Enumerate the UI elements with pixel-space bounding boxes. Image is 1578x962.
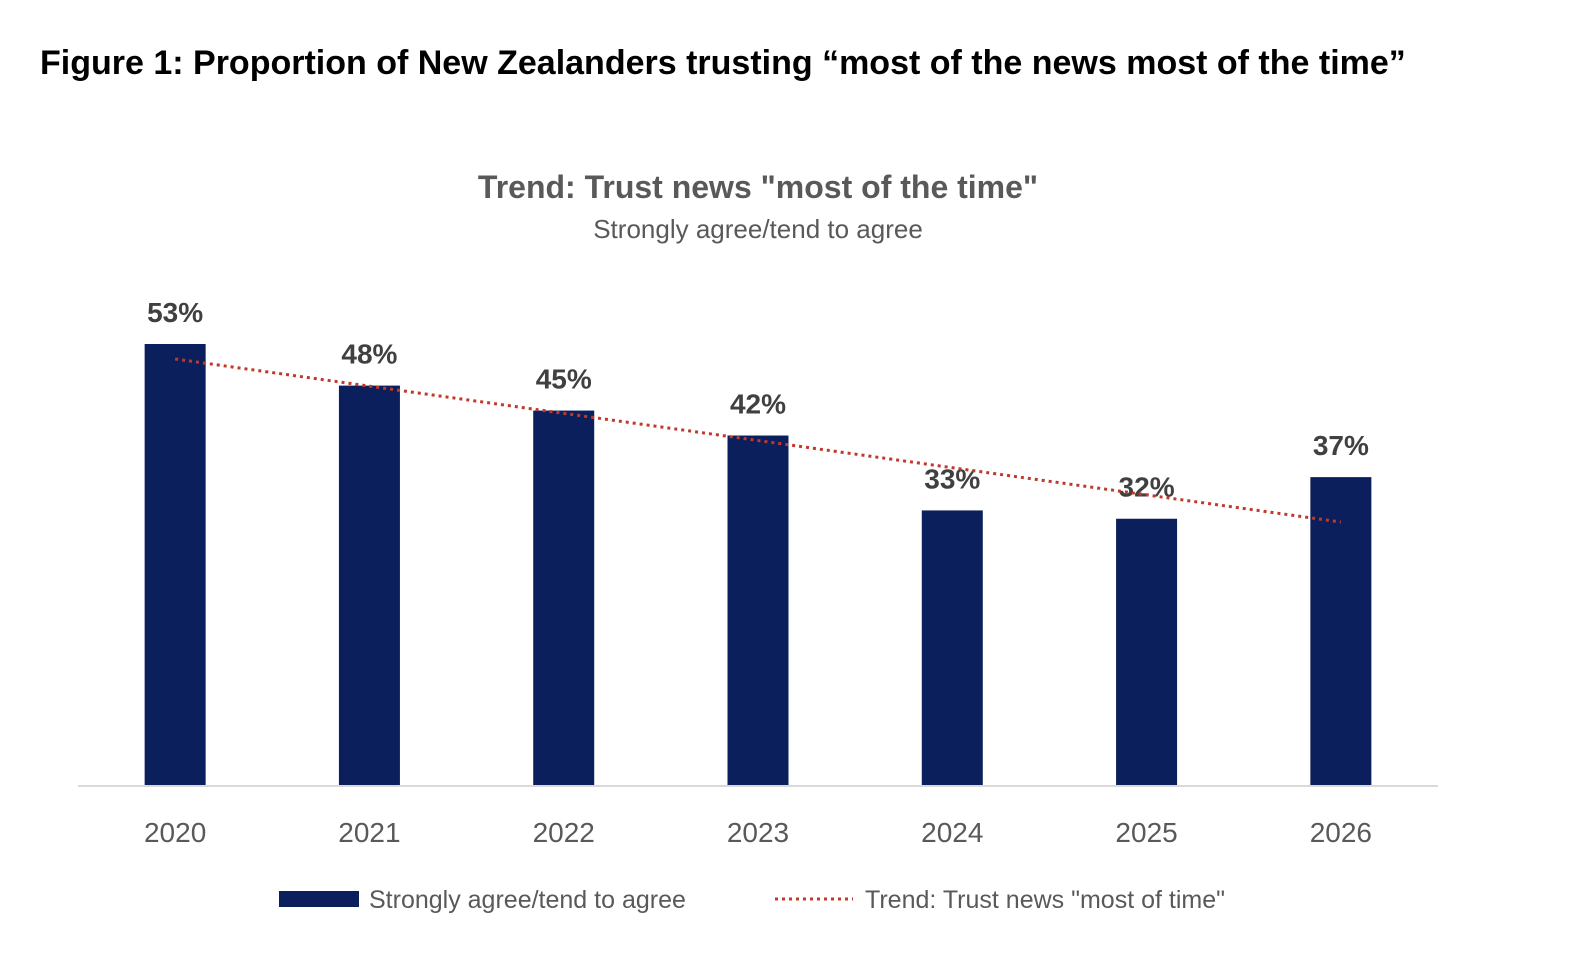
data-label-2023: 42%	[730, 389, 786, 420]
x-tick-2024: 2024	[921, 817, 983, 848]
bar-2021	[338, 385, 400, 785]
data-label-2021: 48%	[341, 339, 397, 370]
bar-2020	[144, 344, 206, 785]
bar-2026	[1310, 477, 1372, 785]
x-tick-2020: 2020	[144, 817, 206, 848]
bar-2022	[533, 410, 595, 785]
legend: Strongly agree/tend to agree Trend: Trus…	[279, 886, 1225, 914]
x-tick-2025: 2025	[1115, 817, 1177, 848]
legend-swatch-bar	[279, 891, 359, 907]
data-label-2025: 32%	[1119, 472, 1175, 503]
legend-label-bar: Strongly agree/tend to agree	[369, 886, 686, 914]
bar-2024	[921, 510, 983, 785]
bar-2025	[1116, 518, 1178, 785]
chart-subtitle: Strongly agree/tend to agree	[593, 214, 923, 244]
chart-title: Trend: Trust news "most of the time"	[478, 169, 1038, 205]
data-label-2026: 37%	[1313, 430, 1369, 461]
legend-label-trend: Trend: Trust news "most of time"	[865, 886, 1225, 914]
bars-group: 53%48%45%42%33% 32%37%	[144, 297, 1372, 785]
data-label-2020: 53%	[147, 297, 203, 328]
x-tick-2026: 2026	[1310, 817, 1372, 848]
trendline-group	[174, 357, 1342, 524]
x-tick-labels: 2020 2021 2022 2023 2024 2025 2026	[144, 817, 1372, 848]
trendline	[174, 357, 1342, 524]
figure-title: Figure 1: Proportion of New Zealanders t…	[40, 44, 1406, 82]
x-tick-2022: 2022	[533, 817, 595, 848]
bar-2023	[727, 435, 789, 785]
x-tick-2023: 2023	[727, 817, 789, 848]
data-label-2022: 45%	[536, 364, 592, 395]
x-tick-2021: 2021	[338, 817, 400, 848]
